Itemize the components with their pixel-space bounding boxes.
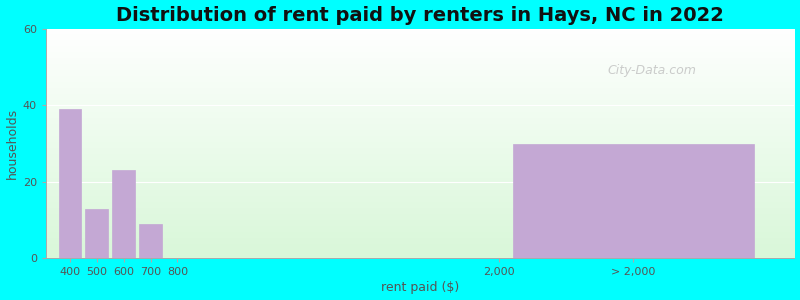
Bar [513, 144, 754, 258]
Bar [139, 224, 162, 258]
Y-axis label: households: households [6, 108, 18, 179]
Bar [58, 109, 82, 258]
Bar [112, 170, 135, 258]
Title: Distribution of rent paid by renters in Hays, NC in 2022: Distribution of rent paid by renters in … [116, 6, 724, 25]
X-axis label: rent paid ($): rent paid ($) [381, 281, 459, 294]
Text: City-Data.com: City-Data.com [607, 64, 696, 77]
Bar [86, 208, 108, 258]
